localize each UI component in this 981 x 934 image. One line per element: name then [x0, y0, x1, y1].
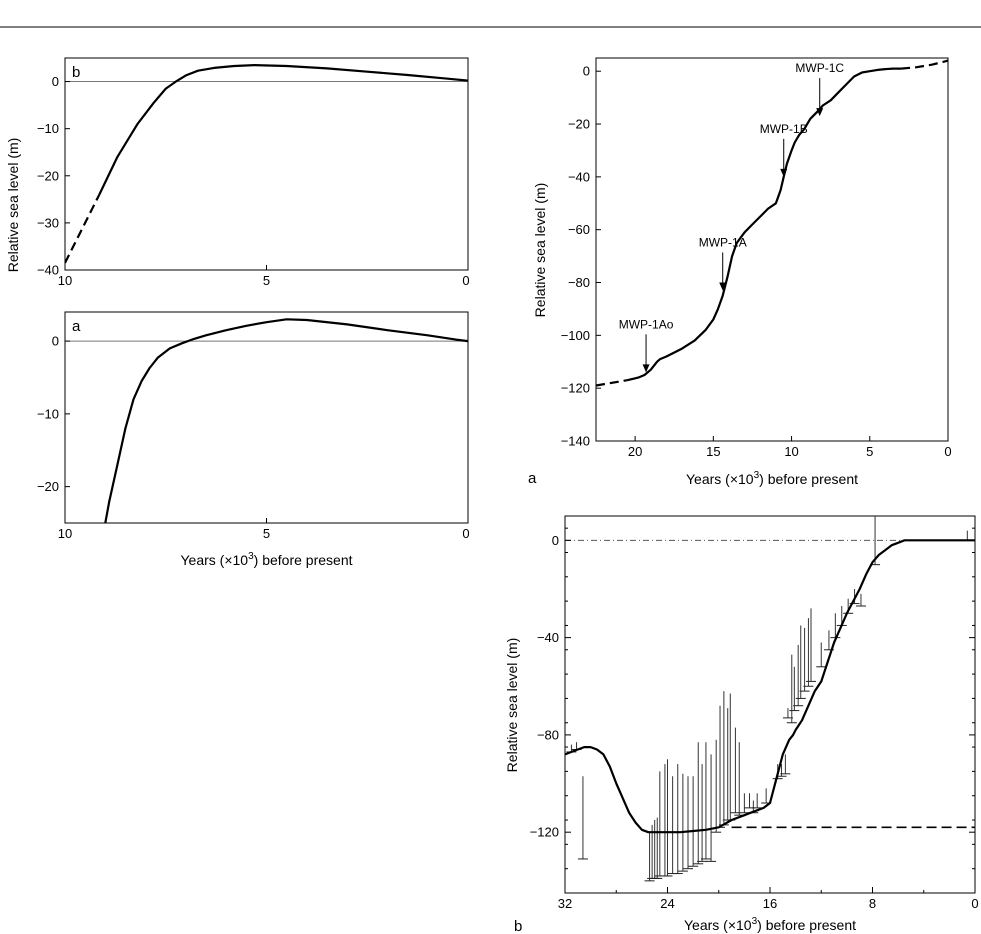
series-line	[65, 194, 101, 264]
x-tick-label: 5	[866, 444, 873, 459]
x-axis-label: Years (×103) before present	[686, 470, 858, 487]
y-tick-label: −20	[37, 479, 59, 494]
y-tick-label: −80	[568, 275, 590, 290]
series-line	[98, 63, 468, 196]
series-line	[596, 379, 628, 387]
x-tick-label: 0	[944, 444, 951, 459]
x-tick-label: 10	[58, 526, 72, 541]
y-tick-label: −60	[568, 222, 590, 237]
x-axis-label: Years (×103) before present	[684, 916, 856, 933]
y-tick-label: 0	[583, 64, 590, 79]
x-axis-label: Years (×103) before present	[181, 551, 353, 568]
y-tick-label: −20	[37, 168, 59, 183]
chart-right-b: 0 −40 −80 −120 32 24 16 8 0 b Years (×103) before …	[504, 515, 979, 934]
x-tick-label: 10	[58, 273, 72, 288]
x-tick-label: 24	[660, 896, 674, 911]
annotation-label: MWP-1B	[760, 122, 808, 136]
y-tick-label: −100	[561, 328, 590, 343]
plot-frame	[595, 57, 949, 442]
x-tick-label: 10	[784, 444, 798, 459]
y-tick-label: −10	[37, 121, 59, 136]
error-bars	[566, 516, 973, 882]
x-tick-label: 32	[558, 896, 572, 911]
chart-right-a: 0 −20 −40 −60 −80 −100 −120 −140 20 15 10 5 0 MWP-1Ao…	[528, 57, 952, 487]
series-line	[565, 539, 975, 834]
annotation-arrowhead	[642, 364, 650, 373]
x-tick-label: 5	[263, 526, 270, 541]
panel-label: a	[528, 470, 537, 487]
plot-frame	[64, 57, 469, 271]
y-tick-label: 0	[52, 74, 59, 89]
x-tick-label: 5	[263, 273, 270, 288]
annotation-arrowhead	[780, 168, 788, 177]
panel-label: a	[72, 318, 81, 335]
x-tick-label: 0	[462, 273, 469, 288]
series-line	[901, 59, 948, 70]
y-tick-label: −40	[537, 630, 559, 645]
y-tick-label: −20	[568, 117, 590, 132]
y-axis-label: Relative sea level (m)	[5, 138, 21, 273]
y-tick-label: 0	[552, 533, 559, 548]
annotation-label: MWP-1A	[699, 235, 747, 249]
y-tick-label: −120	[561, 381, 590, 396]
panel-label: b	[72, 64, 80, 81]
plot-frame	[64, 311, 469, 524]
y-axis-label: Relative sea level (m)	[532, 183, 548, 318]
x-tick-label: 8	[869, 896, 876, 911]
series-group	[596, 59, 948, 387]
x-tick-label: 0	[462, 526, 469, 541]
y-tick-label: −80	[537, 727, 559, 742]
x-tick-label: 20	[628, 444, 642, 459]
y-tick-label: −10	[37, 406, 59, 421]
y-axis-label: Relative sea level (m)	[504, 638, 520, 773]
x-tick-label: 0	[971, 896, 978, 911]
series-group	[65, 63, 468, 264]
x-tick-label: 15	[706, 444, 720, 459]
series-line	[104, 318, 468, 523]
y-tick-label: −40	[568, 169, 590, 184]
series-group	[565, 539, 975, 834]
x-tick-label: 16	[763, 896, 777, 911]
panel-label: b	[514, 918, 522, 934]
y-tick-label: −140	[561, 434, 590, 449]
annotation-arrowhead	[719, 282, 727, 291]
annotation-arrowhead	[816, 108, 824, 117]
annotation-label: MWP-1Ao	[619, 317, 674, 331]
y-tick-label: 0	[52, 334, 59, 349]
y-tick-label: −30	[37, 215, 59, 230]
annotation-label: MWP-1C	[795, 61, 844, 75]
y-tick-label: −120	[530, 825, 559, 840]
series-line	[627, 67, 902, 382]
y-tick-label: −40	[37, 263, 59, 278]
series-group	[104, 318, 468, 523]
plot-frame	[564, 515, 976, 894]
